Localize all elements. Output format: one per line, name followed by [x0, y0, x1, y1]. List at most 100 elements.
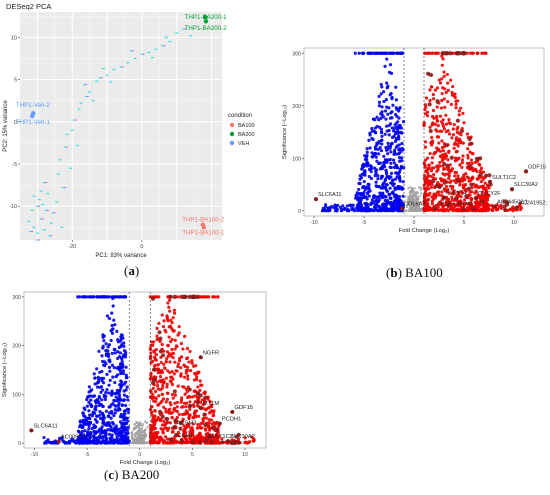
data-point: [374, 51, 378, 55]
data-point: [424, 169, 428, 173]
data-point: [154, 352, 158, 357]
data-point: [120, 403, 124, 407]
data-point: [150, 395, 155, 399]
data-point: [188, 436, 192, 440]
data-point: [87, 385, 91, 389]
data-point: [407, 201, 410, 204]
data-point: [111, 304, 115, 308]
point-label: THP1-BA100-2: [182, 217, 225, 224]
data-point: [377, 152, 381, 156]
data-point: [97, 400, 101, 404]
data-point: [396, 197, 400, 201]
data-point: [447, 118, 451, 122]
data-point: [431, 178, 436, 184]
data-point: [391, 206, 395, 210]
data-point: [160, 353, 166, 358]
data-point: [368, 51, 372, 55]
data-point: [118, 362, 123, 366]
data-point: [444, 113, 448, 117]
data-point: [423, 162, 427, 166]
data-point: [98, 435, 102, 439]
y-axis-label: PC2: 15% variance: [3, 100, 9, 152]
data-point: [183, 364, 187, 368]
gene-label: CKLF-CMTM1: [437, 202, 473, 208]
data-point: [82, 414, 86, 418]
data-point-veh: [29, 113, 35, 119]
data-point: [377, 94, 381, 99]
data-point: [445, 163, 450, 168]
y-tick-label: 0: [298, 209, 301, 215]
data-point: [494, 208, 498, 212]
data-point: [91, 410, 95, 414]
data-point: [77, 441, 81, 445]
data-point: [93, 417, 98, 422]
data-point: [384, 170, 389, 174]
artifact-mark: [37, 198, 41, 201]
data-point: [365, 147, 369, 151]
x-tick-label: 5: [191, 452, 194, 458]
data-point: [486, 203, 490, 207]
data-point: [428, 72, 434, 78]
data-point: [380, 138, 384, 142]
data-point: [487, 186, 491, 190]
data-point: [155, 295, 159, 299]
data-point: [453, 174, 457, 178]
data-point: [350, 206, 354, 210]
data-point: [178, 356, 182, 361]
data-point: [180, 396, 184, 400]
data-point: [447, 121, 451, 125]
x-tick-label: 10: [511, 220, 517, 226]
data-point: [101, 429, 105, 433]
data-point: [123, 295, 127, 299]
data-point: [139, 424, 143, 427]
x-tick-label: -10: [31, 452, 39, 458]
data-point: [95, 414, 99, 418]
point-label: THP1-Veh-2: [16, 102, 51, 109]
data-point: [150, 410, 154, 414]
data-point: [431, 176, 435, 180]
data-point: [465, 175, 470, 179]
data-point: [464, 194, 469, 199]
data-point: [232, 440, 238, 446]
data-point: [173, 360, 177, 364]
data-point: [102, 339, 106, 343]
data-point: [429, 185, 433, 190]
data-point: [179, 341, 183, 346]
data-point: [436, 124, 440, 128]
data-point: [153, 364, 157, 368]
data-point: [374, 184, 378, 188]
data-point: [367, 194, 371, 198]
data-point: [187, 294, 192, 299]
labelled-point: [226, 439, 231, 444]
data-point: [474, 156, 480, 161]
data-point: [397, 116, 401, 120]
y-axis-label: Significance (−Log₁₀): [282, 105, 288, 159]
data-point: [397, 174, 402, 178]
data-point: [446, 209, 451, 213]
data-point: [42, 435, 46, 440]
x-tick-label: 10: [242, 452, 248, 458]
data-point: [446, 202, 451, 208]
data-point: [188, 433, 192, 438]
data-point: [397, 130, 402, 135]
data-point: [160, 392, 164, 396]
data-point: [111, 402, 115, 406]
data-point: [179, 398, 184, 402]
data-point: [179, 372, 183, 376]
data-point: [442, 180, 447, 185]
data-point: [391, 190, 395, 194]
artifact-mark: [69, 167, 72, 169]
data-point: [387, 133, 391, 137]
data-point: [456, 99, 460, 103]
data-point: [370, 151, 374, 155]
data-point: [165, 385, 169, 389]
data-point: [467, 161, 472, 165]
data-point: [462, 178, 466, 182]
data-point: [360, 167, 364, 171]
data-point: [90, 404, 94, 408]
data-point: [473, 191, 477, 195]
data-point: [447, 149, 451, 153]
data-point: [503, 207, 508, 213]
data-point: [175, 440, 179, 444]
data-point: [170, 382, 174, 387]
